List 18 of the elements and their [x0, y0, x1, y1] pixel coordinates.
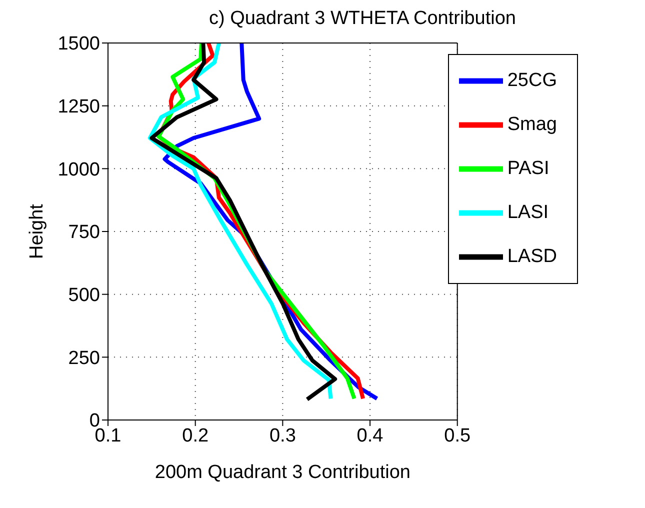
legend-label: PASI [507, 158, 550, 180]
legend-label: LASD [507, 246, 557, 268]
x-tick-label: 0.4 [356, 425, 384, 446]
x-tick-label: 0.3 [269, 425, 296, 446]
chart-title: c) Quadrant 3 WTHETA Contribution [208, 8, 517, 30]
y-tick-label: 500 [68, 285, 100, 306]
y-tick-label: 1000 [58, 159, 100, 180]
x-axis-title: 200m Quadrant 3 Contribution [154, 462, 410, 483]
y-axis-title: Height [26, 203, 48, 259]
y-tick-label: 1500 [58, 34, 100, 55]
legend-label: LASI [507, 202, 549, 224]
x-tick-label: 0.2 [182, 425, 209, 446]
legend-label: Smag [507, 114, 557, 136]
y-tick-label: 250 [68, 348, 100, 369]
y-tick-label: 1250 [58, 96, 100, 118]
y-tick-label: 750 [68, 222, 100, 244]
legend-label: 25CG [507, 70, 557, 92]
x-tick-label: 0.5 [444, 425, 471, 446]
